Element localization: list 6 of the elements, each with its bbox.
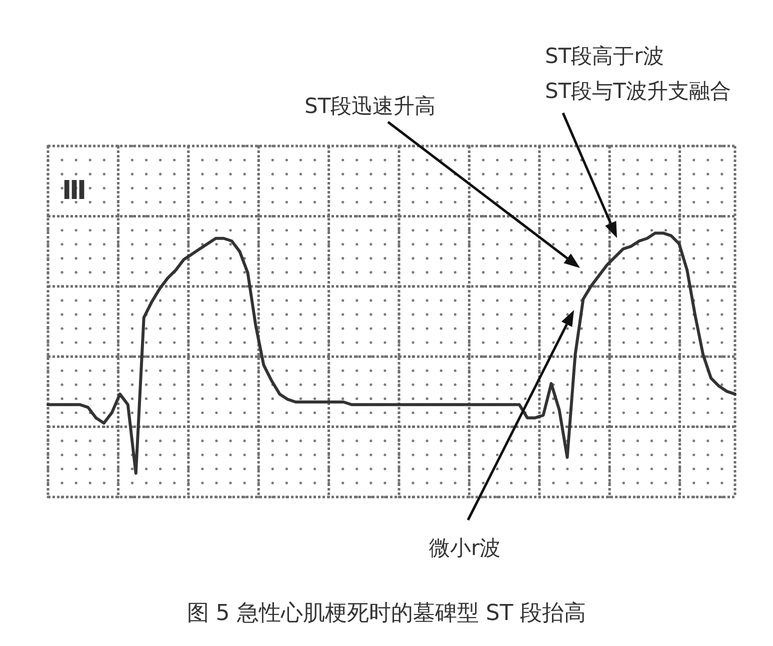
- text: ST段迅速升高: [304, 94, 436, 118]
- text: 图 5 急性心肌梗死时的墓碑型 ST 段抬高: [186, 600, 588, 628]
- text: ST段与T波升支融合: [545, 79, 731, 103]
- text: Ⅲ: [62, 176, 87, 206]
- text: ST段高于r波: [545, 44, 664, 68]
- text: 微小r波: [429, 536, 501, 560]
